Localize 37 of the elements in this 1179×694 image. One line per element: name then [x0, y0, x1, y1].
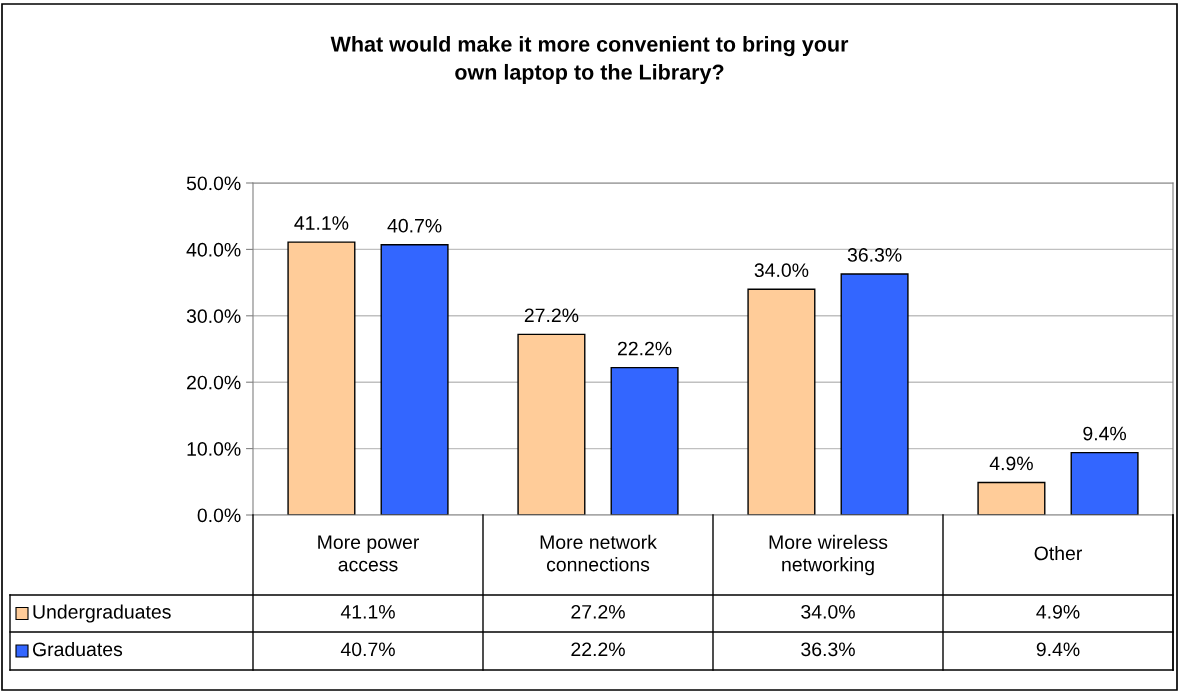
y-tick-label: 40.0% — [186, 242, 241, 257]
legend-label: Undergraduates — [33, 604, 171, 623]
text: 40.7% — [387, 218, 442, 233]
text: 36.3% — [847, 248, 902, 262]
bar — [747, 288, 816, 515]
y-tick-label: 10.0% — [187, 442, 241, 456]
data-label: 41.1% — [340, 605, 395, 619]
bar — [610, 366, 679, 515]
data-label: 27.2% — [571, 604, 625, 619]
y-tick-label: 0.0% — [197, 508, 241, 523]
data-label: 9.4% — [1036, 642, 1080, 657]
text: 4.9% — [989, 456, 1033, 471]
data-label: 4.9% — [1036, 604, 1080, 619]
y-tick-label: 30.0% — [186, 309, 241, 324]
x-tick-label: More network connections — [540, 534, 657, 572]
text: 9.4% — [1083, 426, 1127, 441]
bar — [380, 244, 449, 515]
data-label: 34.0% — [801, 604, 855, 619]
legend-label: Graduates — [32, 641, 123, 657]
x-tick-label: More power access — [318, 535, 420, 572]
bar — [287, 241, 356, 515]
bar — [1070, 451, 1139, 515]
bar — [517, 333, 586, 515]
text: 41.1% — [294, 216, 349, 230]
bar — [977, 481, 1046, 515]
data-label: 40.7% — [340, 642, 395, 657]
text: 27.2% — [524, 308, 579, 323]
text: 34.0% — [754, 263, 809, 278]
x-tick-label: More wireless networking — [769, 534, 888, 576]
y-tick-label: 20.0% — [187, 375, 241, 390]
x-tick-label: Other — [1034, 545, 1082, 561]
data-label: 22.2% — [571, 642, 625, 657]
text: 22.2% — [617, 341, 672, 356]
bar — [840, 273, 909, 515]
data-label: 36.3% — [801, 642, 855, 657]
y-tick-label: 50.0% — [186, 176, 241, 191]
chart-title: What would make it more convenient to bring your own laptop to the Library? — [330, 35, 849, 85]
